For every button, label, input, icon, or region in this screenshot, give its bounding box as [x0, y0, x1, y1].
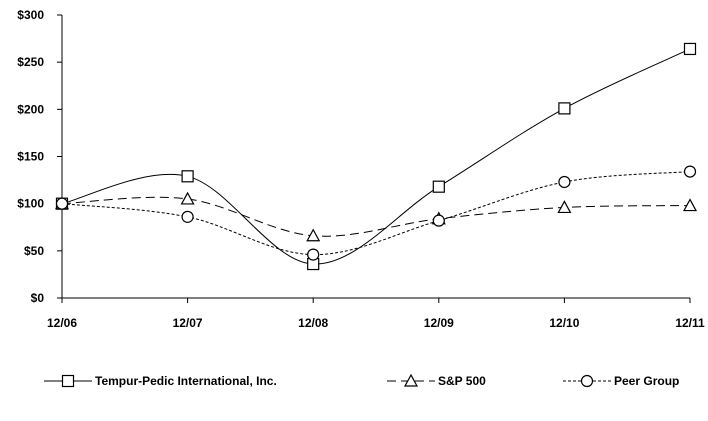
y-tick-label: $50 — [24, 244, 44, 258]
y-tick-label: $300 — [17, 8, 44, 22]
x-tick-label: 12/10 — [549, 316, 579, 330]
series-line — [61, 48, 691, 265]
data-point-square — [558, 102, 571, 115]
data-point-circle — [432, 214, 445, 227]
series-circle — [55, 165, 697, 261]
data-point-circle — [55, 197, 69, 210]
series-triangle — [54, 191, 698, 242]
data-point-circle — [683, 165, 697, 178]
data-point-triangle — [306, 228, 321, 242]
x-tick-label: 12/11 — [675, 316, 705, 330]
x-tick-label: 12/06 — [47, 316, 77, 330]
legend-label: S&P 500 — [438, 374, 486, 388]
x-tick-label: 12/07 — [173, 316, 203, 330]
legend-marker-circle — [580, 374, 594, 388]
legend-item: S&P 500 — [387, 373, 486, 388]
series-square — [55, 42, 697, 271]
x-tick-label: 12/09 — [424, 316, 454, 330]
data-point-circle — [181, 210, 194, 223]
y-tick-label: $150 — [17, 150, 44, 164]
series-line — [61, 171, 691, 256]
y-tick-label: $200 — [17, 102, 44, 116]
data-point-circle — [307, 248, 320, 261]
data-point-circle — [558, 175, 571, 189]
legend-item: Tempur-Pedic International, Inc. — [44, 374, 277, 388]
legend-label: Tempur-Pedic International, Inc. — [95, 374, 277, 388]
data-point-triangle — [180, 191, 195, 205]
data-point-triangle — [557, 200, 572, 214]
y-tick-label: $0 — [31, 291, 45, 305]
y-tick-label: $100 — [17, 197, 44, 211]
legend-marker-triangle — [403, 373, 419, 387]
y-tick-label: $250 — [17, 55, 44, 69]
legend: Tempur-Pedic International, Inc. S&P 500 P… — [44, 373, 679, 388]
series-line — [61, 196, 691, 237]
x-tick-label: 12/08 — [298, 316, 328, 330]
chart-axes: $0 $50 $100 $150 $200 $250 $300 12/06 12/07 12/08… — [17, 8, 705, 330]
data-point-square — [181, 170, 194, 183]
legend-item: Peer Group — [563, 374, 679, 388]
data-point-square — [432, 180, 445, 193]
data-point-square — [683, 42, 697, 56]
data-point-triangle — [682, 198, 698, 212]
legend-label: Peer Group — [614, 374, 679, 388]
series-lines — [54, 42, 698, 271]
legend-marker-square — [61, 374, 75, 388]
